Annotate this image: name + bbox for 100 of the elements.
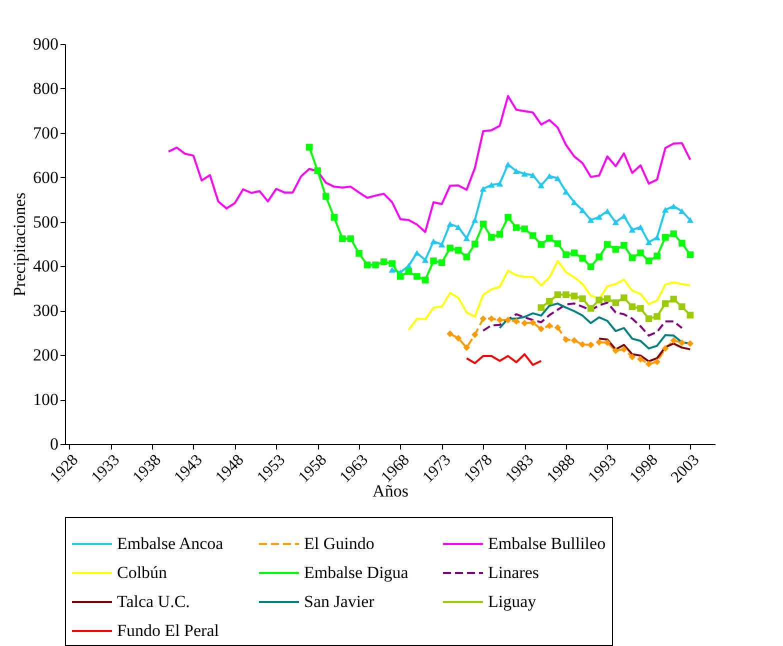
point <box>570 250 578 256</box>
legend-label: Embalse Bullileo <box>488 534 606 553</box>
point <box>372 262 379 268</box>
point <box>330 214 338 221</box>
point <box>480 186 487 192</box>
line-series <box>168 95 692 233</box>
point <box>654 358 660 366</box>
point <box>554 240 562 247</box>
point <box>546 173 553 179</box>
point <box>654 313 660 320</box>
point <box>504 162 512 168</box>
point <box>488 315 495 322</box>
point <box>579 295 586 302</box>
point <box>454 334 462 342</box>
point <box>554 291 562 298</box>
point <box>364 262 371 268</box>
point <box>322 193 330 200</box>
point <box>438 259 446 266</box>
y-tick-label: 0 <box>50 434 58 454</box>
point <box>596 338 602 346</box>
point <box>678 303 686 310</box>
point <box>422 276 429 284</box>
point <box>628 226 636 233</box>
point <box>662 300 669 307</box>
point <box>620 294 628 302</box>
point <box>422 257 429 263</box>
point <box>587 305 594 312</box>
point <box>587 342 594 348</box>
point <box>521 170 528 177</box>
point <box>529 172 536 178</box>
point <box>645 360 652 368</box>
point <box>488 182 495 188</box>
point <box>562 336 570 343</box>
legend-label: Embalse Ancoa <box>117 534 224 553</box>
point <box>554 175 562 182</box>
point <box>562 251 570 258</box>
point <box>414 250 420 256</box>
point <box>654 252 660 260</box>
point <box>430 258 437 264</box>
point <box>314 167 321 174</box>
point <box>596 254 602 260</box>
legend-label: Talca U.C. <box>117 592 190 611</box>
y-axis-title: Precipitaciones <box>10 192 29 296</box>
point <box>645 239 652 246</box>
legend-label: Liguay <box>488 592 537 611</box>
point <box>678 339 686 346</box>
point <box>446 244 454 252</box>
point <box>438 242 446 248</box>
point <box>454 224 462 230</box>
point <box>446 330 454 338</box>
point <box>380 258 388 266</box>
line-series <box>466 353 542 366</box>
point <box>637 356 644 362</box>
legend-label: Embalse Digua <box>304 563 409 582</box>
point <box>538 182 544 188</box>
point <box>604 241 611 248</box>
point <box>628 254 636 262</box>
legend-label: Fundo El Peral <box>117 621 220 640</box>
point <box>538 326 544 332</box>
y-tick-label: 400 <box>33 256 58 276</box>
point <box>637 305 644 312</box>
point <box>686 251 694 258</box>
x-axis-title: Años <box>372 481 408 500</box>
point <box>612 299 619 306</box>
point <box>612 219 619 226</box>
point <box>670 230 677 238</box>
point <box>504 316 512 324</box>
point <box>620 242 628 249</box>
point <box>463 254 470 260</box>
point <box>496 180 504 186</box>
point <box>472 331 478 338</box>
point <box>645 258 652 264</box>
y-tick-label: 600 <box>33 168 58 187</box>
line-series <box>408 260 692 331</box>
point <box>512 168 520 174</box>
point <box>405 268 412 275</box>
point <box>670 203 677 210</box>
y-tick-label: 300 <box>33 301 58 320</box>
point <box>521 226 528 232</box>
point <box>686 340 694 347</box>
legend-label: El Guindo <box>304 534 374 553</box>
point <box>604 295 611 302</box>
point <box>587 217 594 223</box>
y-tick-label: 100 <box>33 390 58 410</box>
point <box>512 318 520 325</box>
y-tick-label: 700 <box>33 123 58 142</box>
point <box>612 347 619 354</box>
point <box>596 296 602 304</box>
point <box>388 266 396 273</box>
point <box>570 292 578 300</box>
point <box>546 298 553 305</box>
point <box>628 354 636 360</box>
point <box>538 241 544 248</box>
point <box>529 319 536 326</box>
point <box>347 235 354 242</box>
point <box>662 345 669 352</box>
point <box>496 230 504 238</box>
point <box>562 291 570 298</box>
point <box>678 240 686 246</box>
point <box>645 315 652 322</box>
